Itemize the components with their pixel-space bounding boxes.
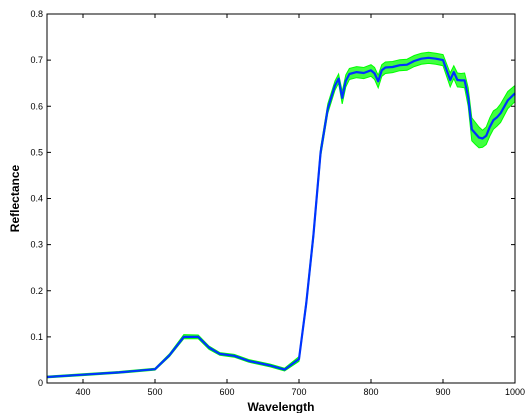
y-tick-label: 0.8	[30, 9, 43, 19]
y-tick-label: 0.7	[30, 55, 43, 65]
y-tick-label: 0.1	[30, 332, 43, 342]
y-tick-label: 0.2	[30, 286, 43, 296]
x-tick-label: 1000	[505, 387, 525, 397]
y-tick-label: 0	[38, 378, 43, 388]
x-tick-label: 900	[435, 387, 450, 397]
y-tick-label: 0.5	[30, 147, 43, 157]
x-tick-label: 800	[363, 387, 378, 397]
y-axis-title: Reflectance	[8, 164, 22, 232]
x-axis-ticks: 400 500 600 700 800 900 1000	[75, 14, 525, 397]
y-tick-label: 0.4	[30, 194, 43, 204]
y-tick-label: 0.6	[30, 101, 43, 111]
x-tick-label: 600	[219, 387, 234, 397]
x-tick-label: 500	[147, 387, 162, 397]
series-mean-line	[46, 56, 516, 379]
y-axis-ticks: 0 0.1 0.2 0.3 0.4 0.5 0.6 0.7 0.8	[30, 9, 515, 388]
x-tick-label: 400	[75, 387, 90, 397]
x-tick-label: 700	[291, 387, 306, 397]
y-tick-label: 0.3	[30, 240, 43, 250]
x-axis-title: Wavelength	[248, 400, 315, 413]
